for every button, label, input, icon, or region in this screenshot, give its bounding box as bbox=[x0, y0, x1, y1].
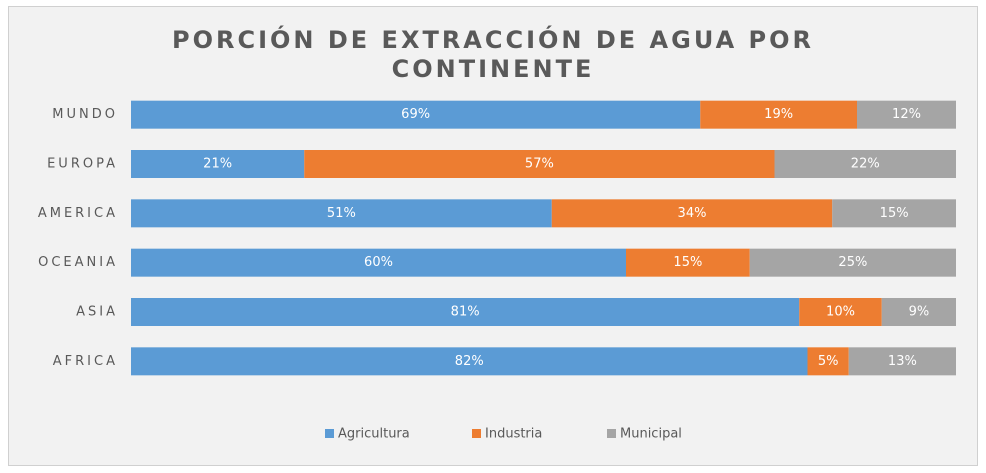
bar-segment bbox=[131, 298, 800, 326]
data-label: 22% bbox=[851, 157, 880, 172]
bar-segment bbox=[131, 347, 808, 376]
bar-segment bbox=[551, 199, 833, 228]
bar-segment bbox=[881, 298, 956, 326]
bar-segment bbox=[774, 150, 956, 178]
bar-segment bbox=[304, 150, 775, 178]
data-label: 25% bbox=[838, 255, 867, 270]
data-label: 15% bbox=[880, 206, 909, 221]
data-label: 10% bbox=[826, 305, 855, 320]
y-tick-label: AFRICA bbox=[53, 354, 118, 369]
bar-segment bbox=[799, 298, 882, 326]
bar-segment bbox=[131, 248, 626, 277]
bar-segment bbox=[131, 100, 701, 129]
data-label: 9% bbox=[909, 305, 930, 320]
data-label: 81% bbox=[451, 305, 480, 320]
data-label: 34% bbox=[678, 206, 707, 221]
data-label: 5% bbox=[818, 354, 839, 369]
data-label: 60% bbox=[364, 255, 393, 270]
data-label: 12% bbox=[892, 107, 921, 122]
y-tick-label: AMERICA bbox=[38, 206, 118, 221]
bar-segment bbox=[131, 199, 552, 228]
chart-area bbox=[8, 6, 978, 466]
data-label: 15% bbox=[673, 255, 702, 270]
data-label: 51% bbox=[327, 206, 356, 221]
legend-swatch bbox=[607, 429, 616, 438]
legend-label: Agricultura bbox=[338, 427, 410, 442]
data-label: 69% bbox=[401, 107, 430, 122]
bar-segment bbox=[700, 100, 857, 129]
legend-swatch bbox=[472, 429, 481, 438]
bar-segment bbox=[807, 347, 849, 376]
data-label: 13% bbox=[888, 354, 917, 369]
chart-title: PORCIÓN DE EXTRACCIÓN DE AGUA POR CONTIN… bbox=[172, 26, 814, 83]
y-tick-label: EUROPA bbox=[47, 157, 118, 172]
bar-segment bbox=[832, 199, 956, 228]
data-label: 21% bbox=[203, 157, 232, 172]
y-tick-label: OCEANIA bbox=[38, 255, 118, 270]
data-label: 57% bbox=[525, 157, 554, 172]
y-tick-label: MUNDO bbox=[52, 107, 118, 122]
legend-label: Industria bbox=[485, 427, 542, 442]
bar-segment bbox=[749, 248, 956, 277]
legend-swatch bbox=[325, 429, 334, 438]
data-label: 82% bbox=[455, 354, 484, 369]
y-tick-label: ASIA bbox=[76, 305, 118, 320]
bar-segment bbox=[857, 100, 956, 129]
bar-segment bbox=[131, 150, 305, 178]
bar-segment bbox=[848, 347, 956, 376]
data-label: 19% bbox=[764, 107, 793, 122]
legend-label: Municipal bbox=[620, 427, 682, 442]
bar-segment bbox=[626, 248, 750, 277]
